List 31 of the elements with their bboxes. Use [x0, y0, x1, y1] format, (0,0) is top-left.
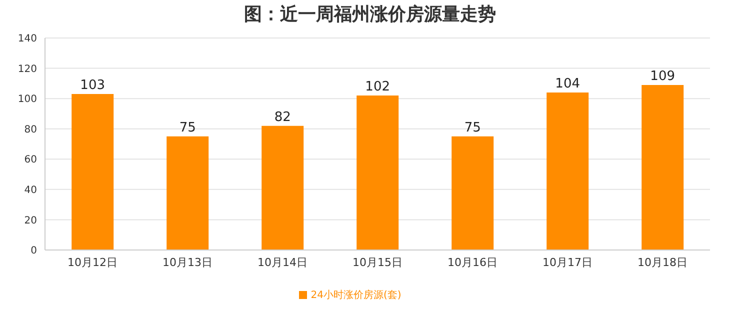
y-tick-label: 60 [24, 154, 37, 166]
chart-title: 图：近一周福州涨价房源量走势 [243, 3, 497, 27]
x-tick-label: 10月17日 [542, 256, 592, 269]
bar [452, 136, 494, 250]
y-tick-label: 40 [24, 184, 37, 196]
data-label: 102 [365, 80, 390, 95]
bar [642, 84, 684, 250]
y-tick-label: 80 [24, 124, 37, 136]
bar [356, 96, 399, 250]
data-label: 103 [80, 78, 106, 94]
bar [166, 136, 209, 250]
y-tick-label: 140 [18, 34, 37, 45]
legend-label: 24小时涨价房源(套) [310, 290, 402, 301]
x-tick-label: 10月12日 [68, 256, 118, 269]
bar [546, 92, 589, 250]
x-tick-label: 10月15日 [352, 256, 402, 269]
bar [72, 94, 114, 250]
data-label: 109 [650, 68, 676, 84]
x-tick-label: 10月16日 [448, 256, 498, 269]
x-tick-label: 10月18日 [638, 256, 688, 269]
x-tick-label: 10月14日 [258, 256, 308, 269]
x-tick-label: 10月13日 [162, 256, 212, 269]
data-label: 75 [464, 120, 481, 136]
y-tick-label: 20 [24, 215, 37, 226]
bar [262, 126, 304, 250]
y-tick-label: 0 [30, 246, 37, 257]
data-label: 104 [555, 76, 580, 92]
data-label: 82 [274, 110, 291, 125]
y-tick-label: 100 [18, 94, 37, 106]
y-tick-label: 120 [18, 64, 37, 75]
data-label: 75 [179, 120, 196, 136]
